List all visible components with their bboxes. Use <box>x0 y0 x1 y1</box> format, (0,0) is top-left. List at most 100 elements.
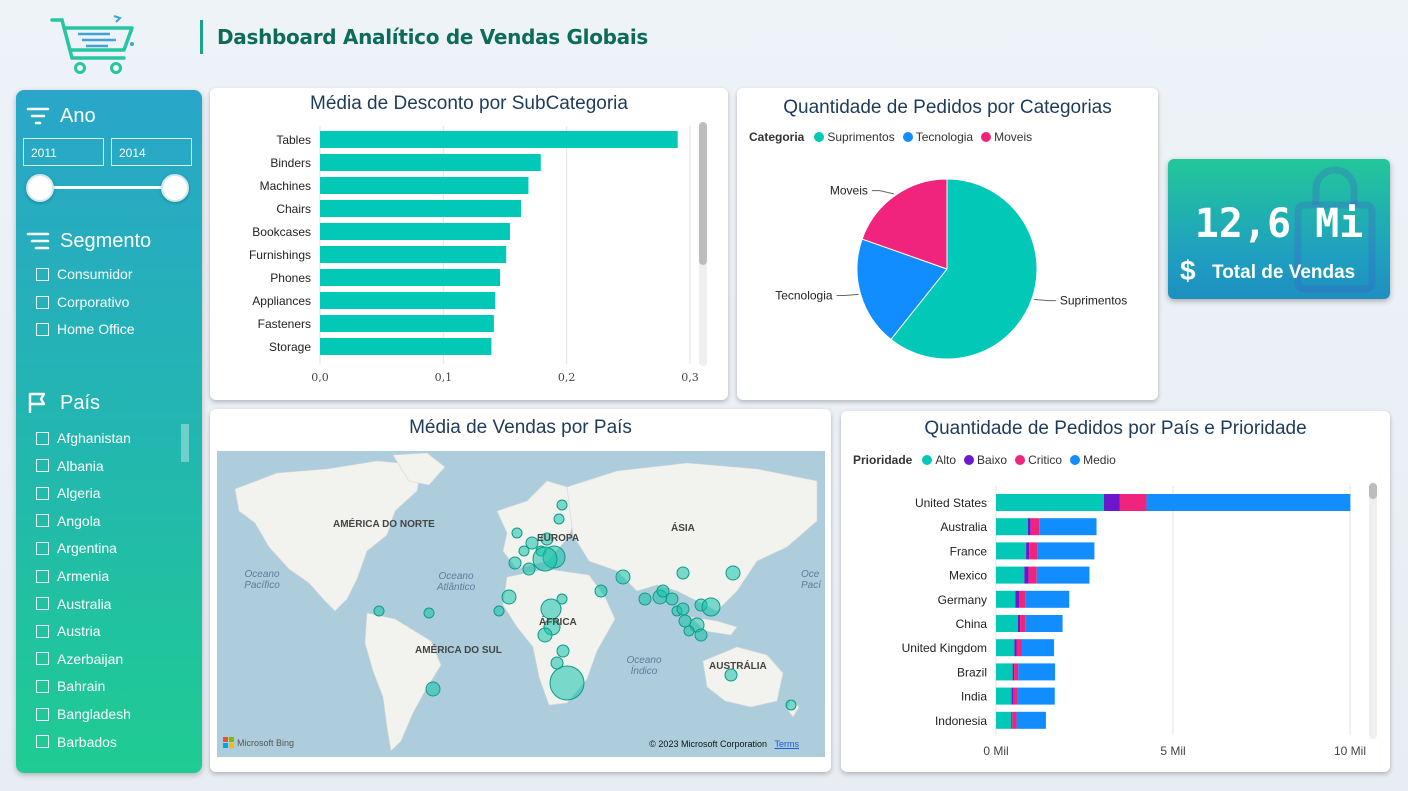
sales-map-card: Média de Vendas por País <box>210 409 831 772</box>
country-option[interactable]: Australia <box>36 596 111 612</box>
segment-option-label: Home Office <box>57 321 135 337</box>
map-bubble <box>676 602 690 616</box>
bar <box>320 246 507 263</box>
checkbox[interactable] <box>36 322 49 336</box>
chart-scrollbar-thumb <box>699 122 707 265</box>
country-option[interactable]: Bangladesh <box>36 706 131 722</box>
map-bubble <box>785 699 797 711</box>
category-label: France <box>950 544 988 558</box>
country-list-scrollbar[interactable] <box>181 424 189 462</box>
segment-option[interactable]: Corporativo <box>36 294 129 310</box>
legend-item-critico[interactable]: Critico <box>1015 453 1062 467</box>
year-from-input[interactable]: 2011 <box>23 138 104 166</box>
map-bubble <box>511 527 523 539</box>
category-chart-title: Quantidade de Pedidos por Categorias <box>783 97 1112 118</box>
country-option-label: Angola <box>57 512 101 529</box>
stacked-bar-segment <box>1036 566 1090 584</box>
bar <box>320 292 496 309</box>
map-bubble <box>373 605 385 617</box>
discount-bar-chart: 0,0 0,1 0,2 0,3 Tables Binders Machines Chairs B… <box>249 122 707 384</box>
stacked-bar-segment <box>1011 687 1013 705</box>
legend-item-moveis[interactable]: Moveis <box>981 130 1032 144</box>
category-legend-title: Categoria <box>749 130 805 144</box>
bar <box>320 154 541 171</box>
legend-item-baixo[interactable]: Baixo <box>964 453 1007 467</box>
country-option[interactable]: Albania <box>36 458 104 474</box>
country-option-label: Bahrain <box>57 678 106 695</box>
world-map[interactable] <box>217 451 825 757</box>
legend-item-medio[interactable]: Medio <box>1070 453 1116 467</box>
country-option[interactable]: Angola <box>36 513 101 529</box>
checkbox[interactable] <box>36 569 49 583</box>
country-option[interactable]: Algeria <box>36 485 101 501</box>
checkbox[interactable] <box>36 295 49 309</box>
country-option[interactable]: Afghanistan <box>36 430 131 446</box>
checkbox[interactable] <box>36 267 49 281</box>
map-bubble <box>676 566 690 580</box>
country-option-label: Argentina <box>57 540 117 557</box>
priority-legend: Prioridade Alto Baixo Critico Medio <box>853 453 1120 467</box>
checkbox[interactable] <box>36 735 49 749</box>
map-bubble <box>525 536 539 550</box>
legend-item-suprimentos[interactable]: Suprimentos <box>814 130 895 144</box>
map-terms-link[interactable]: Terms <box>774 739 800 749</box>
pie-slice-label: Moveis <box>830 184 868 198</box>
checkbox[interactable] <box>36 459 49 473</box>
x-tick-label: 0,0 <box>311 371 329 384</box>
segment-option[interactable]: Home Office <box>36 321 135 337</box>
country-option[interactable]: Armenia <box>36 568 109 584</box>
year-slider-end-handle[interactable] <box>161 174 189 202</box>
map-attribution: © 2023 Microsoft Corporation Terms <box>649 739 799 749</box>
stacked-bar-segment <box>1016 711 1046 729</box>
legend-item-alto[interactable]: Alto <box>922 453 956 467</box>
stacked-bar-segment <box>1015 590 1020 608</box>
map-bubble <box>501 589 517 605</box>
checkbox[interactable] <box>36 707 49 721</box>
category-label: Phones <box>270 271 311 285</box>
year-filter-header: Ano <box>26 104 96 128</box>
stacked-bar-segment <box>996 711 1012 729</box>
category-label: Australia <box>940 520 987 534</box>
checkbox[interactable] <box>36 597 49 611</box>
ocean-label: Oce Pací <box>801 569 822 591</box>
microsoft-logo-icon <box>223 737 234 748</box>
country-option[interactable]: Azerbaijan <box>36 651 123 667</box>
pie-slice <box>861 178 948 270</box>
ocean-label: Oceano Pacífico <box>244 569 280 591</box>
checkbox[interactable] <box>36 486 49 500</box>
map-bubble <box>556 644 570 658</box>
bing-brand-label: Microsoft Bing <box>237 737 295 748</box>
ocean-label: Oceano Atlântico <box>436 571 476 593</box>
checkbox[interactable] <box>36 679 49 693</box>
legend-item-tecnologia[interactable]: Tecnologia <box>902 130 973 144</box>
map-bubble <box>556 499 568 511</box>
checkbox[interactable] <box>36 541 49 555</box>
priority-legend-title: Prioridade <box>853 453 913 467</box>
sales-map[interactable]: AMÉRICA DO NORTE EUROPA ÁSIA ÁFRICA AMÉR… <box>217 451 825 757</box>
checkbox[interactable] <box>36 624 49 638</box>
stacked-bar-segment <box>1037 542 1095 560</box>
checkbox[interactable] <box>36 431 49 445</box>
year-to-input[interactable]: 2014 <box>111 138 192 166</box>
shopping-bag-icon <box>1294 166 1376 293</box>
country-option[interactable]: Argentina <box>36 540 117 556</box>
dashboard-title-bar: Dashboard Analítico de Vendas Globais <box>200 20 648 54</box>
country-option[interactable]: Barbados <box>36 734 117 750</box>
year-slider-start-handle[interactable] <box>26 174 54 202</box>
category-label: Furnishings <box>249 248 311 262</box>
checkbox[interactable] <box>36 652 49 666</box>
chart-scrollbar-thumb <box>1369 483 1377 499</box>
checkbox[interactable] <box>36 514 49 528</box>
segment-option[interactable]: Consumidor <box>36 266 132 282</box>
year-slider-track[interactable] <box>40 186 175 189</box>
stacked-bar-segment <box>1014 663 1019 681</box>
map-copyright: © 2023 Microsoft Corporation <box>649 739 767 749</box>
map-bubble <box>540 532 554 546</box>
country-option[interactable]: Austria <box>36 623 101 639</box>
country-filter-label: País <box>60 391 101 414</box>
country-option[interactable]: Bahrain <box>36 678 105 694</box>
category-pie-chart: Suprimentos Tecnologia Moveis <box>775 178 1127 360</box>
map-bubble <box>694 628 708 642</box>
list-icon <box>26 232 50 250</box>
category-label: Fasteners <box>258 317 311 331</box>
